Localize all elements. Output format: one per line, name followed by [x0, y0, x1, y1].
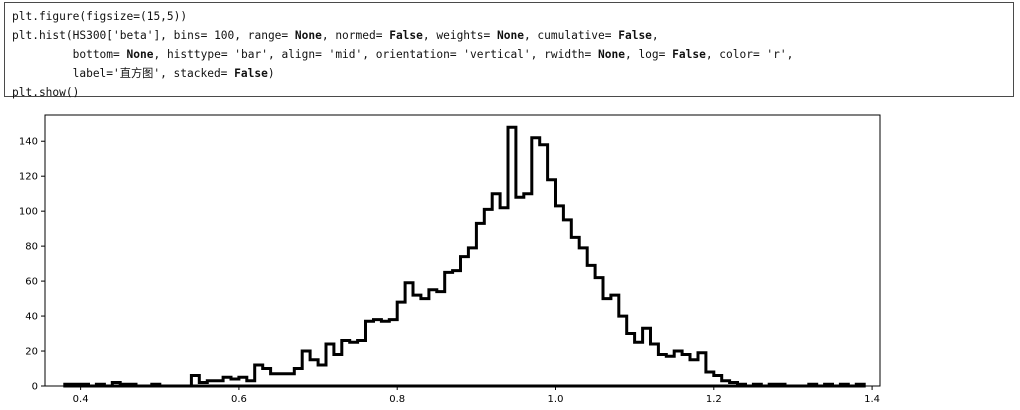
x-tick-label: 0.6 [231, 394, 247, 405]
y-tick-label: 0 [32, 382, 38, 393]
axes-frame [44, 114, 881, 387]
y-tick-label: 120 [19, 172, 38, 183]
histogram-chart: 0.4 0.6 0.8 1.0 1.2 1.4 0 20 40 60 80 100 120 140 [19, 114, 881, 405]
plot-layer [63, 125, 866, 388]
y-tick-label: 40 [25, 312, 38, 323]
output-figure: 0.4 0.6 0.8 1.0 1.2 1.4 0 20 40 60 80 100 120 140 [0, 105, 1020, 410]
y-tick-label: 80 [25, 242, 38, 253]
x-tick-label: 1.4 [864, 394, 880, 405]
code-line-hist-options: bottom= None, histtype= 'bar', align= 'm… [12, 48, 794, 61]
code-line-hist-label: label='直方图', stacked= False) [12, 67, 275, 80]
y-tick-label: 20 [25, 347, 38, 358]
x-tick-label: 0.4 [73, 394, 89, 405]
code-cell[interactable]: plt.figure(figsize=(15,5)) plt.hist(HS30… [4, 2, 1014, 99]
ticks-layer: 0.4 0.6 0.8 1.0 1.2 1.4 0 20 40 60 80 100 120 140 [19, 137, 880, 405]
code-line-hist: plt.hist(HS300['beta'], bins= 100, range… [12, 29, 659, 42]
y-tick-label: 100 [19, 207, 38, 218]
y-tick-label: 60 [25, 277, 38, 288]
code-line-show: plt.show() [12, 86, 80, 99]
x-tick-label: 0.8 [389, 394, 405, 405]
histogram-step-series [63, 125, 866, 388]
x-tick-label: 1.0 [548, 394, 564, 405]
code-line-figure: plt.figure(figsize=(15,5)) [12, 10, 188, 23]
y-tick-label: 140 [19, 137, 38, 148]
x-tick-label: 1.2 [706, 394, 722, 405]
